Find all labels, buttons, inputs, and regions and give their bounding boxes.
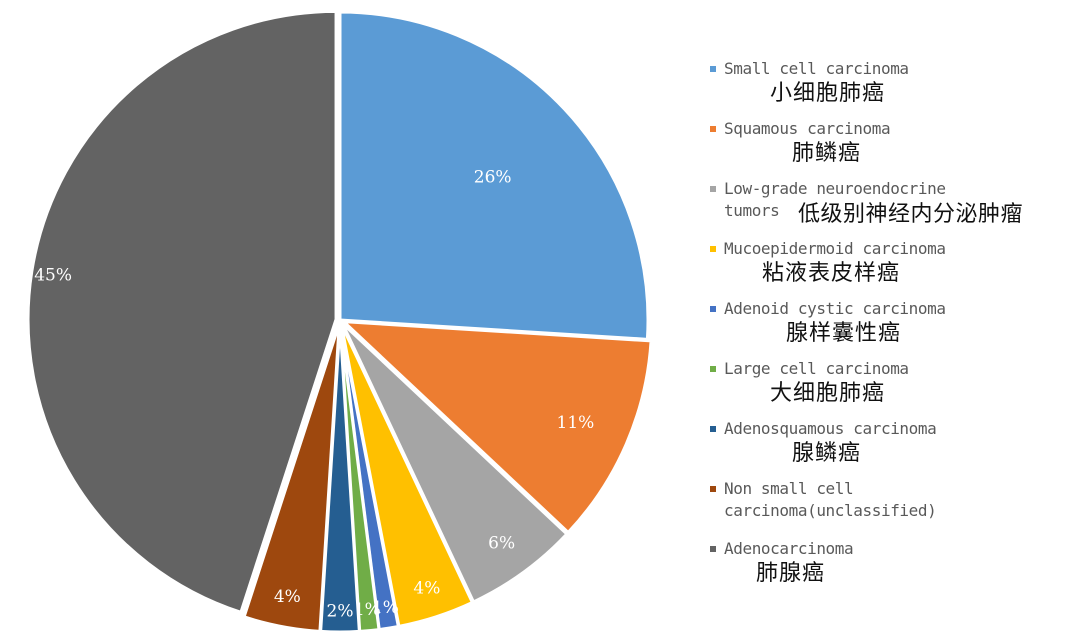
slice-data-label-4: 4%	[413, 578, 440, 598]
legend-item: Large cell carcinoma 大细胞肺癌	[710, 358, 1070, 418]
slice-data-label-9: 45%	[34, 266, 72, 286]
legend-item: Adenoid cystic carcinoma 腺样囊性癌	[710, 298, 1070, 358]
slice-data-label-3: 6%	[488, 534, 515, 554]
legend-swatch	[710, 486, 716, 492]
legend-label-zh: 小细胞肺癌	[770, 81, 886, 106]
legend-item: Adenocarcinoma 肺腺癌	[710, 538, 1070, 598]
legend-label-en: Non small cell carcinoma(unclassified)	[724, 479, 937, 520]
legend-item: Small cell carcinoma 小细胞肺癌	[710, 58, 1070, 118]
legend-label-zh: 肺腺癌	[756, 561, 826, 586]
slice-data-label-6: 1%	[354, 600, 381, 620]
legend-swatch	[710, 246, 716, 252]
legend-label-en: Low-grade neuroendocrine tumors	[724, 179, 946, 220]
legend-item: Squamous carcinoma 肺鳞癌	[710, 118, 1070, 178]
legend-swatch	[710, 186, 716, 192]
legend-label-en: Adenosquamous carcinoma	[724, 419, 937, 438]
slice-data-label-2: 11%	[557, 413, 595, 433]
pie-slice-1	[338, 10, 650, 341]
slice-data-label-7: 2%	[327, 601, 354, 621]
legend-swatch	[710, 126, 716, 132]
legend-item: Adenosquamous carcinoma 腺鳞癌	[710, 418, 1070, 478]
legend-label-en: Small cell carcinoma	[724, 59, 909, 78]
pie-slice-2	[342, 320, 653, 534]
legend-label-en: Large cell carcinoma	[724, 359, 909, 378]
legend-label-zh: 腺鳞癌	[792, 441, 862, 466]
legend: Small cell carcinoma 小细胞肺癌 Squamous carcin…	[710, 58, 1070, 598]
legend-label-en: Adenocarcinoma	[724, 539, 854, 558]
pie-slice-8	[242, 322, 341, 633]
legend-label-en: Mucoepidermoid carcinoma	[724, 239, 946, 258]
legend-swatch	[710, 426, 716, 432]
legend-swatch	[710, 366, 716, 372]
legend-label-zh: 肺鳞癌	[792, 141, 862, 166]
legend-label-zh: 粘液表皮样癌	[762, 261, 901, 286]
legend-label-en: Squamous carcinoma	[724, 119, 891, 138]
legend-label-en: Adenoid cystic carcinoma	[724, 299, 946, 318]
slice-data-label-8: 4%	[274, 587, 301, 607]
pie-slice-9	[26, 9, 338, 614]
legend-item: Non small cell carcinoma(unclassified)	[710, 478, 1070, 538]
slice-data-label-5: 1%	[372, 598, 399, 618]
legend-label-zh: 低级别神经内分泌肿瘤	[798, 202, 1024, 227]
legend-swatch	[710, 306, 716, 312]
legend-item: Mucoepidermoid carcinoma 粘液表皮样癌	[710, 238, 1070, 298]
legend-swatch	[710, 546, 716, 552]
pie-plot-area: 26%11%6%4%1%1%2%4%45%	[26, 9, 653, 634]
legend-label-zh: 大细胞肺癌	[770, 381, 886, 406]
legend-item: Low-grade neuroendocrine tumors 低级别神经内分泌肿…	[710, 178, 1070, 238]
legend-swatch	[710, 66, 716, 72]
slice-data-label-1: 26%	[474, 168, 512, 188]
legend-label-zh: 腺样囊性癌	[786, 321, 902, 346]
